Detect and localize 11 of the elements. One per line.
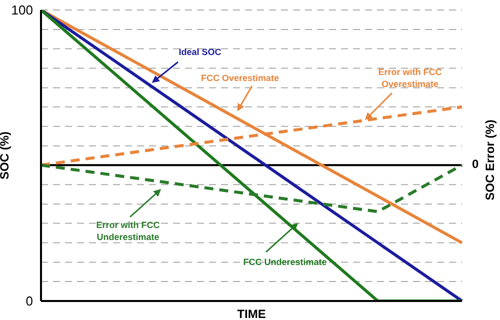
- y-axis-title: SOC (%): [0, 131, 12, 180]
- series-label: FCC Underestimate: [242, 256, 328, 268]
- text: Ideal SOC: [178, 46, 222, 58]
- line-series: [40, 10, 464, 301]
- series-label: FCC Overestimate: [200, 72, 280, 84]
- text: Error with FCC Underestimate: [95, 219, 161, 243]
- text: 0: [472, 157, 479, 172]
- text: Error with FCC Overestimate: [377, 66, 443, 90]
- y-tick-label: 100: [11, 2, 33, 18]
- y2-axis-title: SOC Error (%): [483, 120, 497, 200]
- x-axis-title: TIME: [237, 307, 266, 320]
